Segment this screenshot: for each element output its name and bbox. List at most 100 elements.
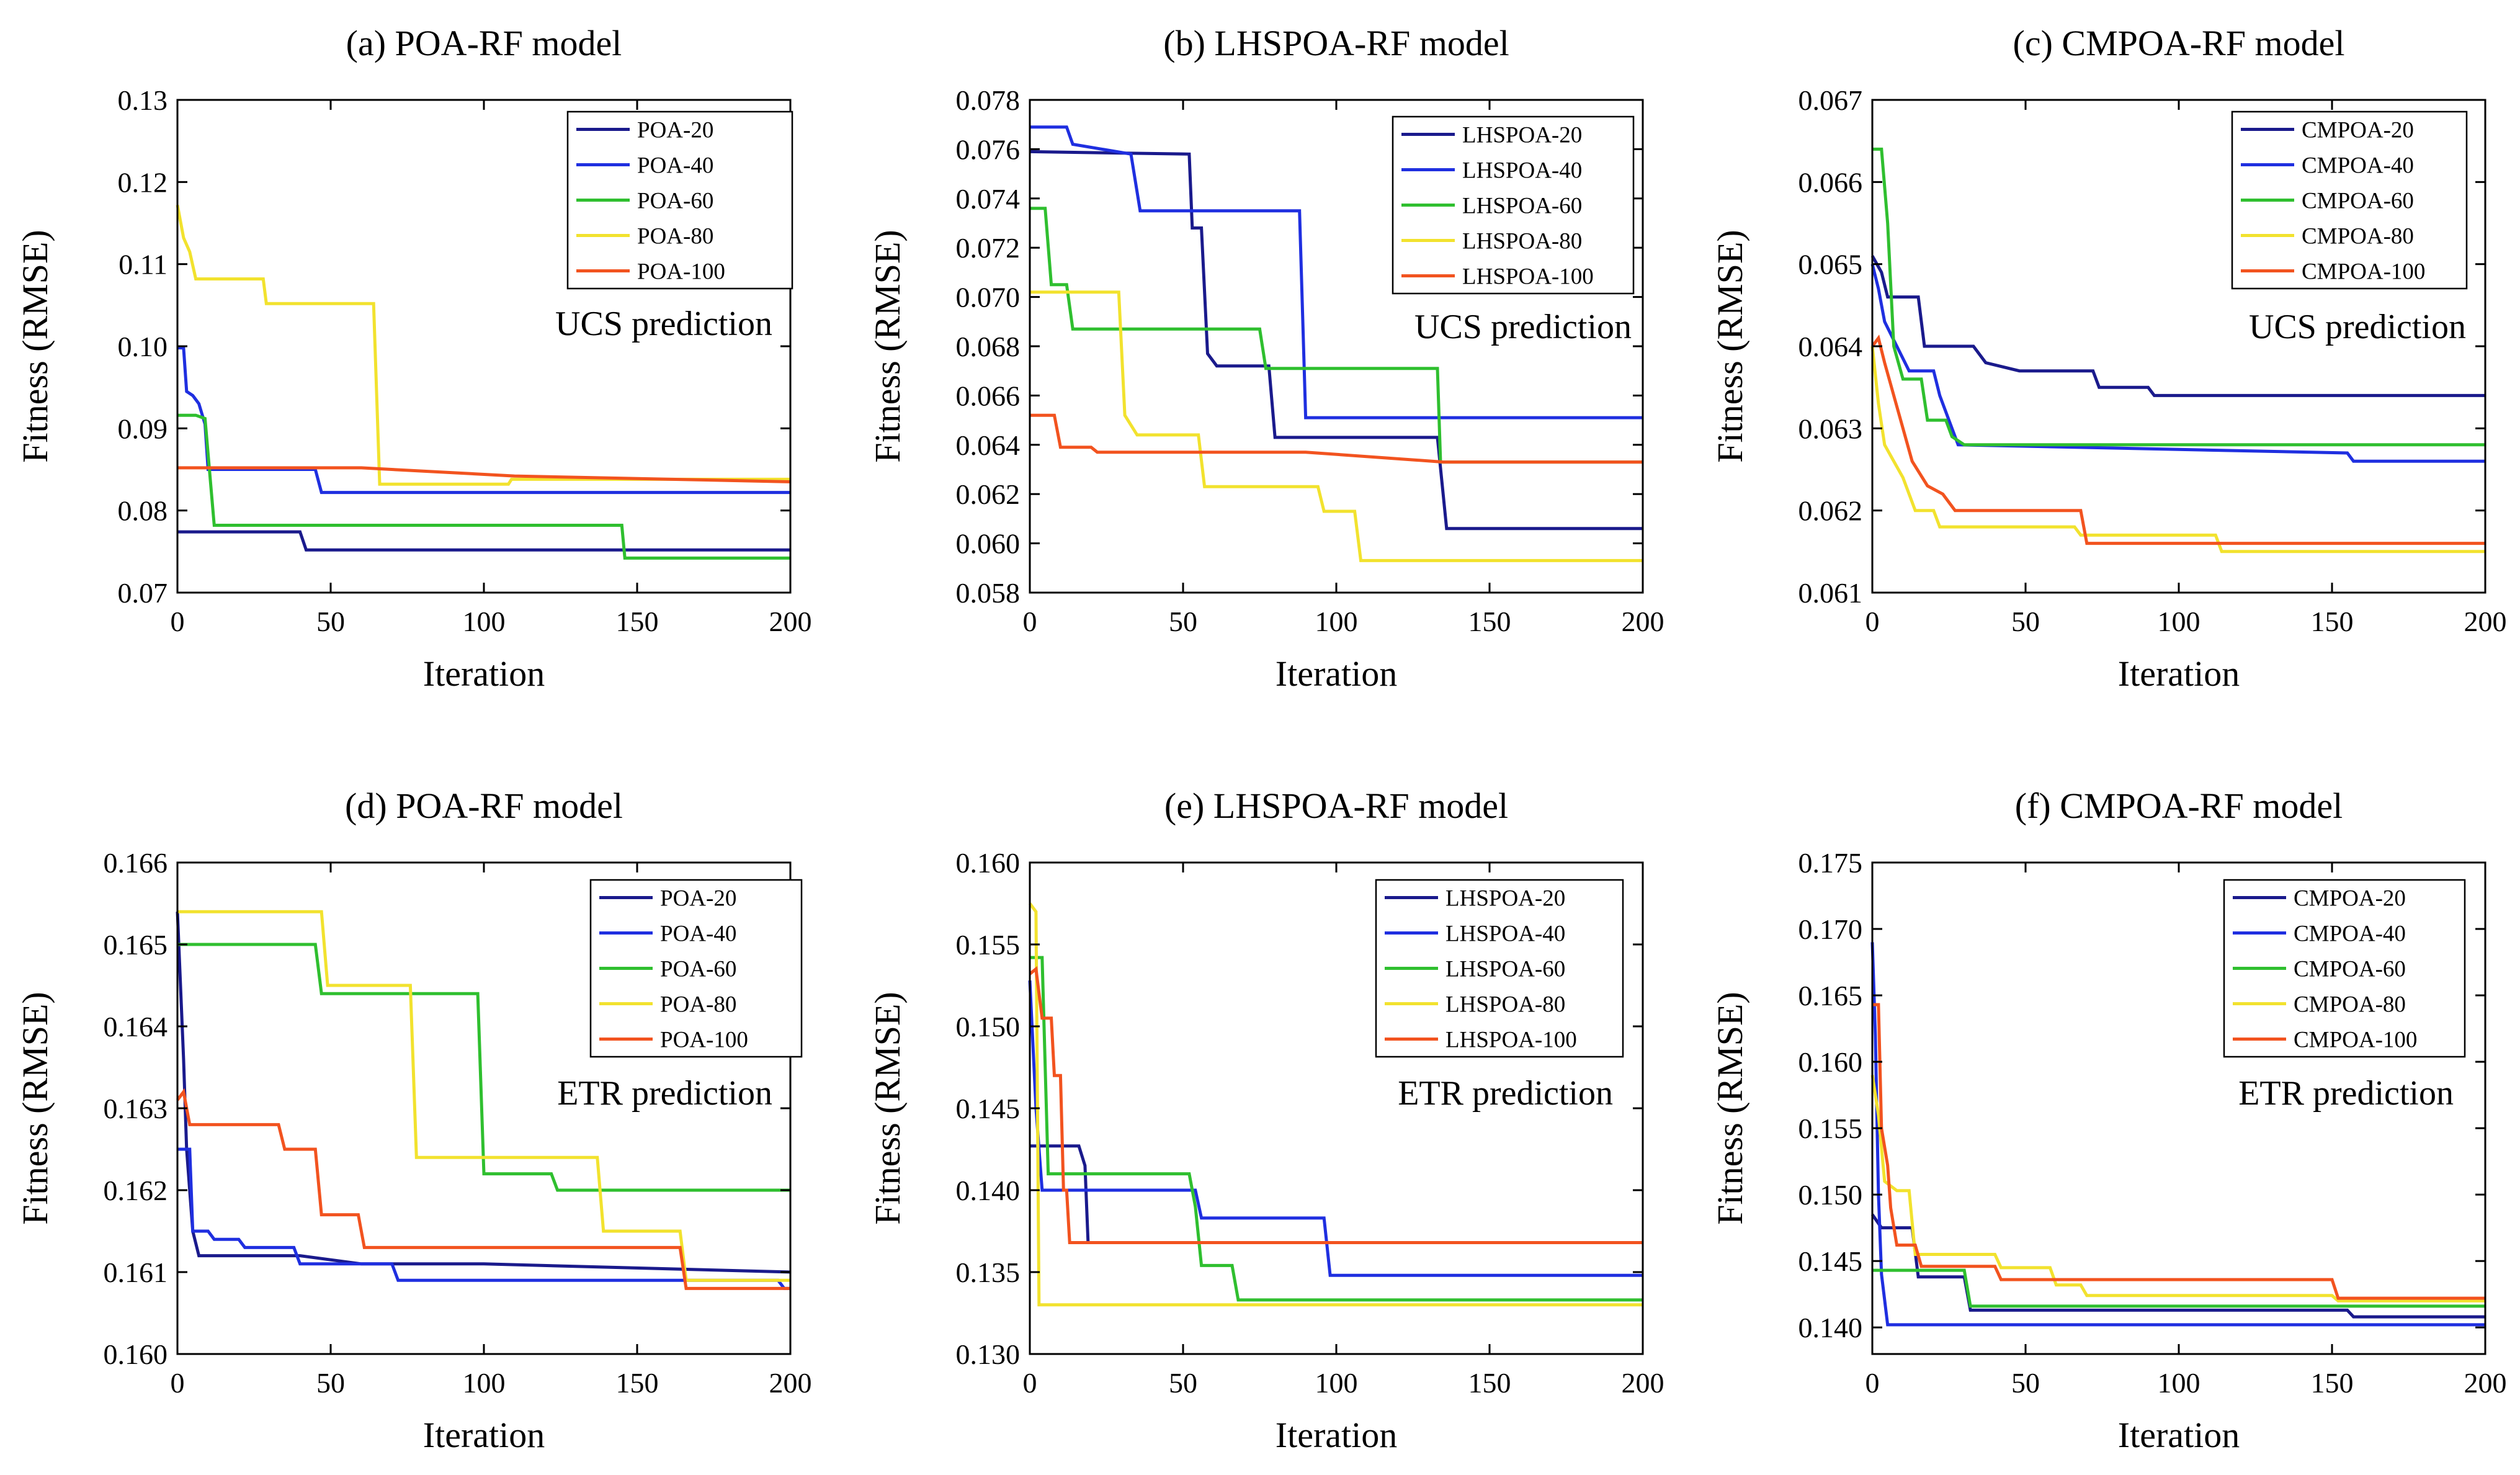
legend-entry: CMPOA-100 [2302, 259, 2425, 285]
prediction-annotation: UCS prediction [1414, 308, 1632, 346]
y-axis-label: Fitness (RMSE) [1710, 230, 1750, 462]
legend-entry: LHSPOA-20 [1445, 886, 1565, 912]
legend-entry: LHSPOA-40 [1462, 158, 1582, 184]
chart-title: (c) CMPOA-RF model [2013, 23, 2345, 63]
y-tick-label: 0.12 [118, 166, 168, 198]
x-tick-label: 100 [2158, 1367, 2201, 1399]
x-tick-label: 0 [1023, 1367, 1037, 1399]
x-tick-label: 150 [616, 1367, 659, 1399]
y-axis-label: Fitness (RMSE) [15, 230, 55, 462]
x-tick-label: 100 [1315, 1367, 1358, 1399]
legend: LHSPOA-20 LHSPOA-40 LHSPOA-60 LHSPOA-80 LHSP… [1392, 115, 1635, 295]
y-tick-label: 0.064 [1798, 331, 1863, 362]
y-tick-label: 0.070 [956, 282, 1021, 313]
legend-entry: LHSPOA-80 [1462, 229, 1582, 254]
y-tick-label: 0.166 [104, 847, 168, 879]
y-tick-label: 0.072 [956, 232, 1021, 264]
series-line-lhspoa-40 [1030, 125, 1643, 419]
y-tick-label: 0.145 [1798, 1245, 1863, 1277]
y-tick-label: 0.135 [956, 1257, 1021, 1288]
y-tick-label: 0.060 [956, 528, 1021, 560]
x-axis-label: Iteration [1276, 653, 1397, 694]
series-line-cmpoa-100 [1871, 334, 2485, 545]
legend-entry: POA-100 [637, 259, 725, 285]
legend-entry: CMPOA-20 [2302, 118, 2414, 143]
x-tick-label: 200 [2464, 606, 2507, 637]
legend: LHSPOA-20 LHSPOA-40 LHSPOA-60 LHSPOA-80 LHSP… [1375, 879, 1624, 1058]
prediction-annotation: ETR prediction [2238, 1074, 2454, 1113]
series-line-poa-100 [176, 1088, 790, 1290]
y-tick-label: 0.161 [104, 1257, 168, 1288]
y-tick-label: 0.165 [104, 929, 168, 961]
x-tick-label: 50 [2011, 606, 2040, 637]
series-line-lhspoa-80 [1030, 290, 1643, 562]
y-tick-label: 0.170 [1798, 913, 1863, 945]
series-line-lhspoa-60 [1030, 207, 1643, 464]
series-line-poa-20 [177, 530, 790, 552]
chart-panel-b: (b) LHSPOA-RF model 0 50 100 150 200 0.058 0.06… [867, 23, 1664, 694]
legend-entry: CMPOA-20 [2294, 886, 2406, 912]
legend-entry: CMPOA-80 [2294, 992, 2406, 1018]
y-tick-label: 0.155 [1798, 1113, 1863, 1144]
series-line-lhspoa-20 [1030, 1144, 1643, 1244]
y-tick-label: 0.07 [118, 577, 168, 609]
legend-entry: POA-60 [660, 957, 736, 982]
x-axis-label: Iteration [1276, 1415, 1397, 1455]
x-tick-label: 50 [316, 606, 345, 637]
y-tick-label: 0.062 [956, 478, 1021, 510]
x-tick-label: 100 [1315, 606, 1358, 637]
series-line-poa-80 [177, 910, 790, 1282]
legend-entry: LHSPOA-100 [1445, 1028, 1577, 1053]
y-tick-label: 0.165 [1798, 980, 1863, 1011]
series-line-poa-40 [177, 346, 790, 495]
y-tick-label: 0.063 [1798, 413, 1863, 444]
chart-title: (e) LHSPOA-RF model [1164, 786, 1508, 826]
legend: POA-20 POA-40 POA-60 POA-80 POA-100 [589, 879, 803, 1058]
legend-entry: LHSPOA-60 [1462, 194, 1582, 219]
prediction-annotation: ETR prediction [557, 1074, 772, 1113]
x-tick-label: 0 [1865, 606, 1880, 637]
y-axis-label: Fitness (RMSE) [1710, 992, 1750, 1224]
series-line-cmpoa-40 [1870, 264, 2485, 463]
y-tick-label: 0.068 [956, 331, 1021, 362]
y-tick-label: 0.08 [118, 495, 168, 527]
legend-entry: POA-40 [637, 153, 713, 179]
y-tick-label: 0.074 [956, 183, 1021, 215]
y-tick-label: 0.160 [956, 847, 1021, 879]
chart-title: (a) POA-RF model [346, 23, 622, 63]
x-tick-label: 100 [463, 606, 506, 637]
legend-entry: POA-100 [660, 1028, 748, 1053]
legend-entry: LHSPOA-20 [1462, 123, 1582, 148]
y-tick-label: 0.162 [104, 1175, 168, 1206]
y-tick-label: 0.064 [956, 429, 1021, 461]
legend: CMPOA-20 CMPOA-40 CMPOA-60 CMPOA-80 CMPOA-10… [2223, 879, 2466, 1058]
legend-entry: CMPOA-60 [2294, 957, 2406, 982]
legend-entry: POA-80 [660, 992, 736, 1018]
chart-panel-a: (a) POA-RF model 0 50 100 150 200 0.07 0.08 0.09… [15, 23, 812, 694]
series-line-lhspoa-20 [1029, 150, 1643, 531]
x-axis-label: Iteration [2118, 1415, 2240, 1455]
y-tick-label: 0.145 [956, 1093, 1021, 1124]
y-tick-label: 0.175 [1798, 847, 1863, 879]
x-tick-label: 150 [2311, 1367, 2354, 1399]
y-tick-label: 0.150 [1798, 1179, 1863, 1211]
x-tick-label: 50 [1169, 606, 1197, 637]
x-tick-label: 150 [616, 606, 659, 637]
x-tick-label: 150 [1468, 606, 1511, 637]
legend-entry: POA-40 [660, 921, 736, 947]
legend-entry: CMPOA-40 [2302, 153, 2414, 179]
x-tick-label: 200 [769, 1367, 812, 1399]
chart-title: (b) LHSPOA-RF model [1163, 23, 1509, 63]
series-line-lhspoa-60 [1030, 956, 1643, 1302]
x-tick-label: 150 [1468, 1367, 1511, 1399]
x-tick-label: 200 [1622, 1367, 1664, 1399]
chart-title: (f) CMPOA-RF model [2015, 786, 2343, 826]
series-line-poa-60 [177, 413, 790, 560]
chart-title: (d) POA-RF model [345, 786, 623, 826]
legend: POA-20 POA-40 POA-60 POA-80 POA-100 [566, 110, 793, 290]
x-tick-label: 0 [1023, 606, 1037, 637]
y-tick-label: 0.155 [956, 929, 1021, 961]
x-tick-label: 200 [769, 606, 812, 637]
series-line-poa-100 [177, 466, 791, 483]
